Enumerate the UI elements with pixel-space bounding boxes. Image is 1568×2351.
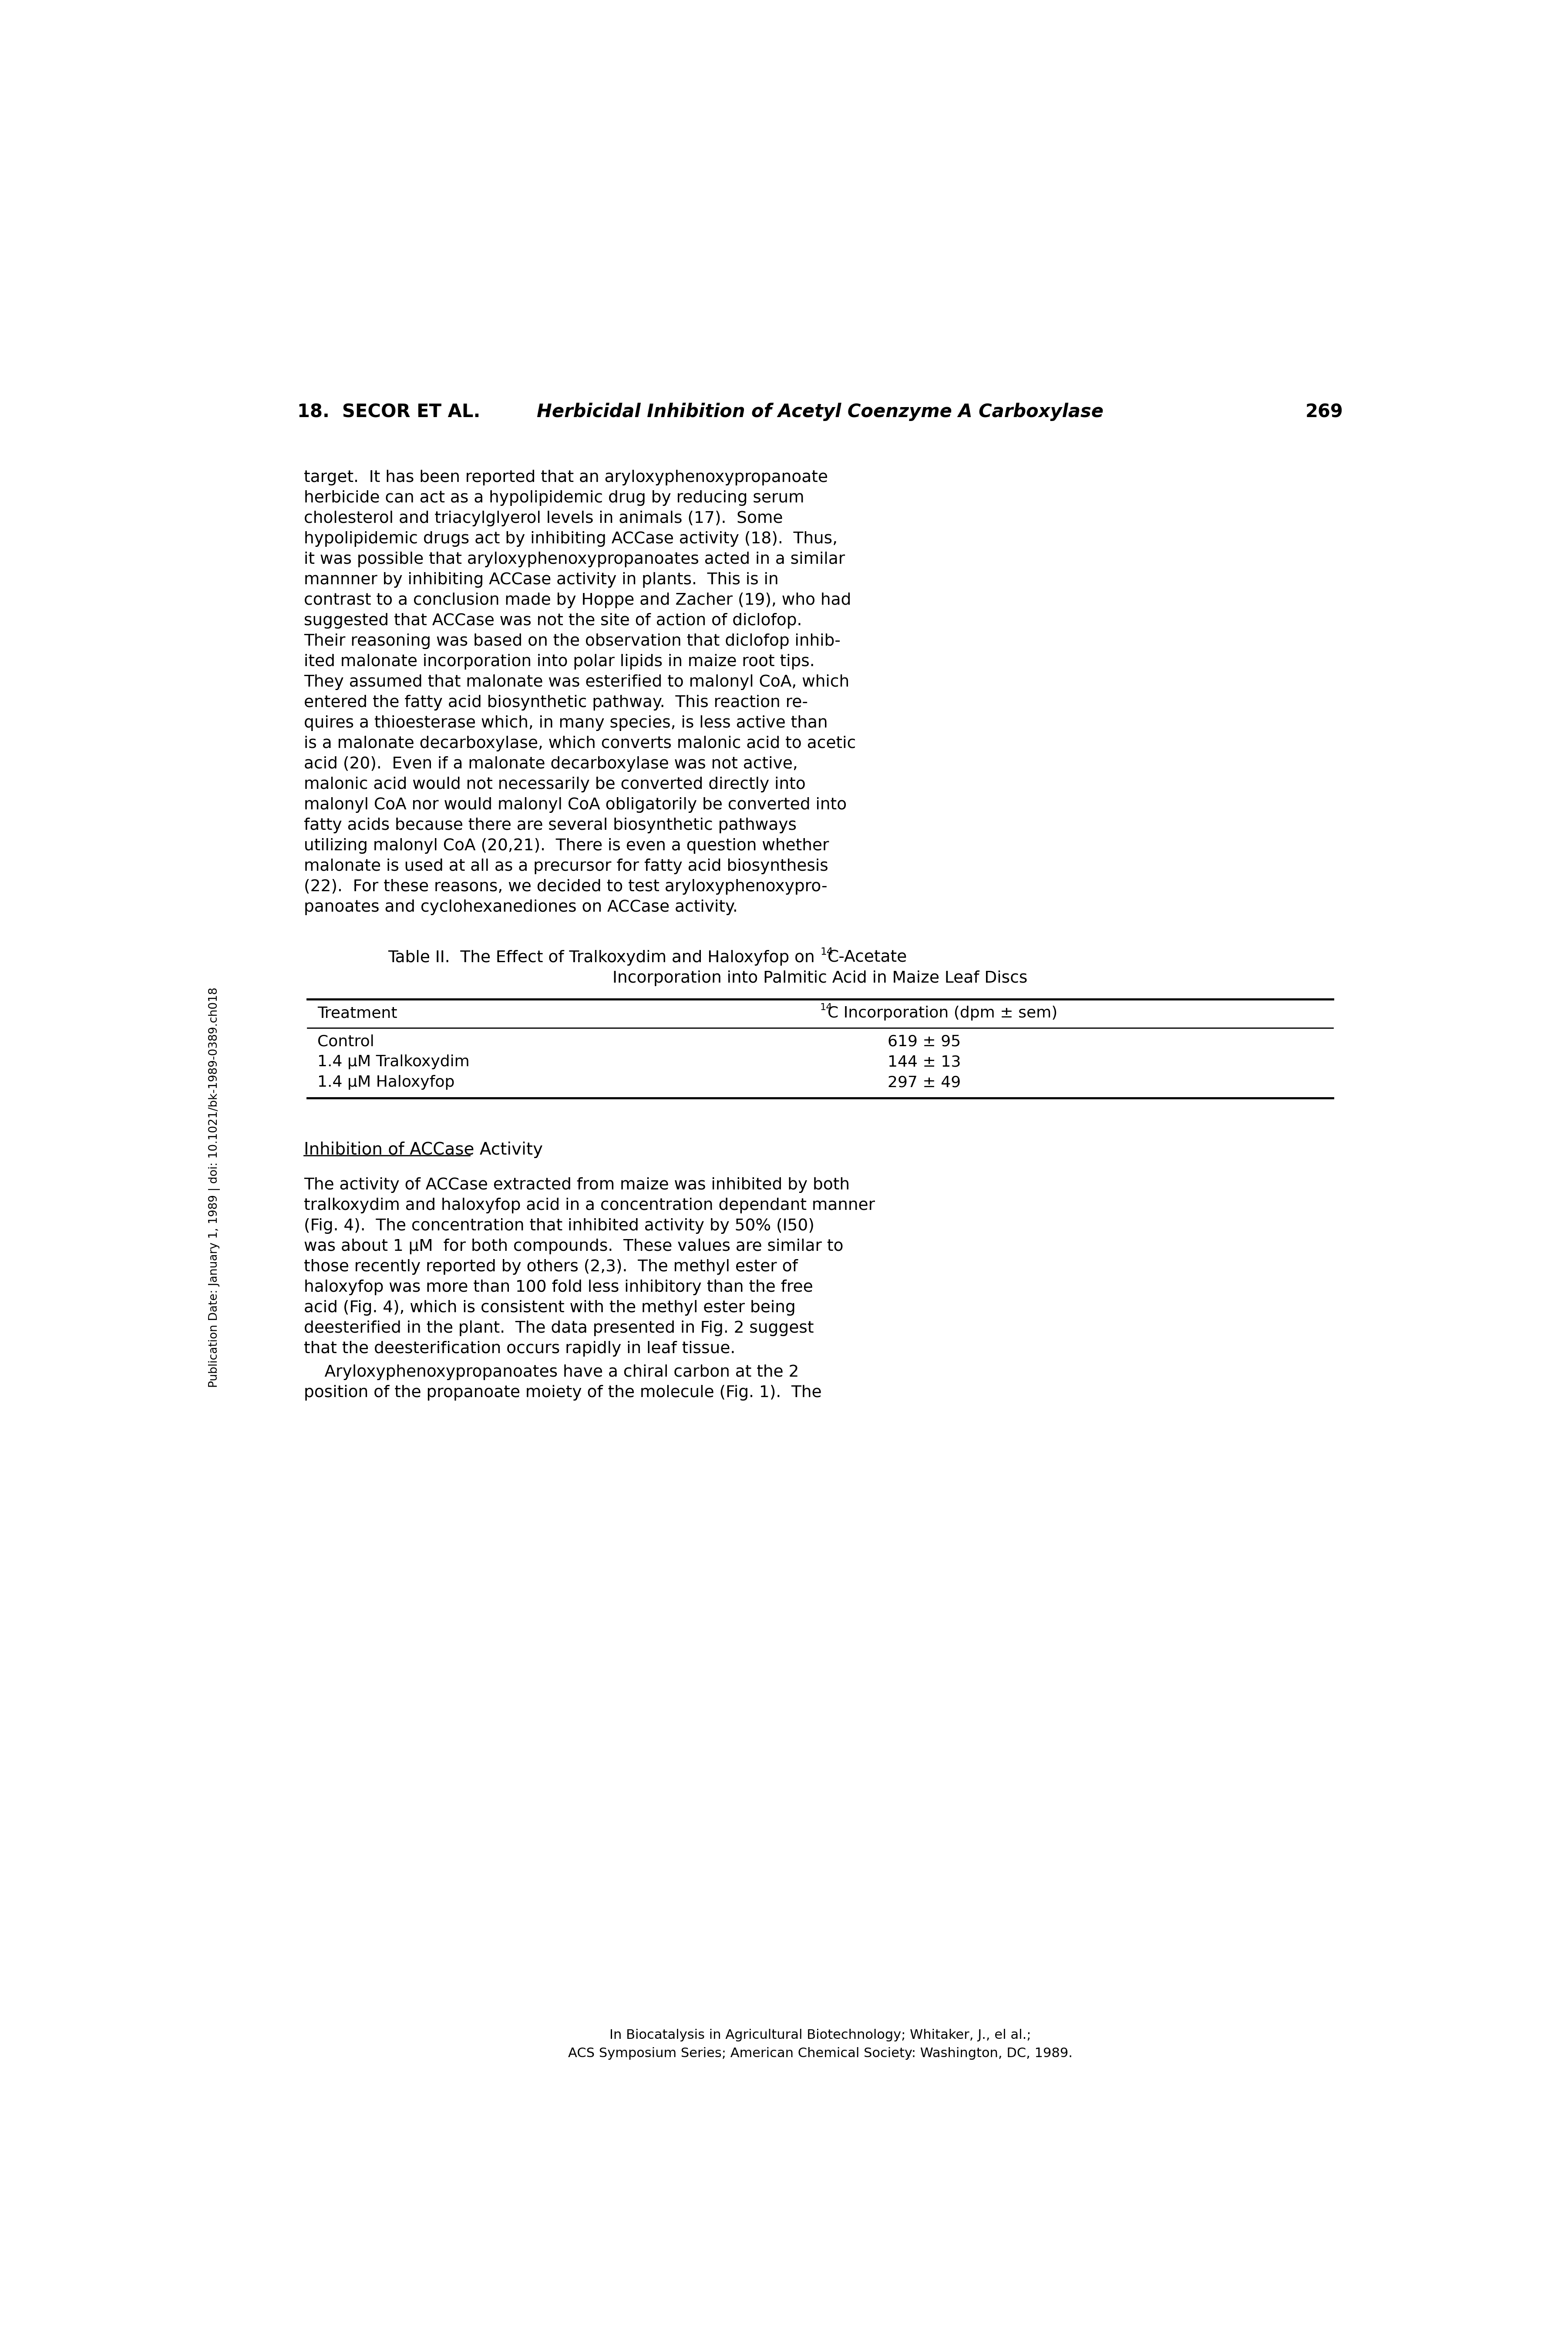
Text: acid (Fig. 4), which is consistent with the methyl ester being: acid (Fig. 4), which is consistent with … <box>304 1300 795 1317</box>
Text: Inhibition of ACCase Activity: Inhibition of ACCase Activity <box>304 1143 543 1159</box>
Text: 269: 269 <box>1305 402 1344 421</box>
Text: 297 ± 49: 297 ± 49 <box>887 1074 961 1091</box>
Text: panoates and cyclohexanediones on ACCase activity.: panoates and cyclohexanediones on ACCase… <box>304 900 739 915</box>
Text: deesterified in the plant.  The data presented in Fig. 2 suggest: deesterified in the plant. The data pres… <box>304 1321 814 1335</box>
Text: malonic acid would not necessarily be converted directly into: malonic acid would not necessarily be co… <box>304 776 806 792</box>
Text: C-Acetate: C-Acetate <box>828 950 908 966</box>
Text: ited malonate incorporation into polar lipids in maize root tips.: ited malonate incorporation into polar l… <box>304 654 815 670</box>
Text: 619 ± 95: 619 ± 95 <box>887 1034 961 1049</box>
Text: malonyl CoA nor would malonyl CoA obligatorily be converted into: malonyl CoA nor would malonyl CoA obliga… <box>304 797 847 813</box>
Text: utilizing malonyl CoA (20,21).  There is even a question whether: utilizing malonyl CoA (20,21). There is … <box>304 837 829 853</box>
Text: ACS Symposium Series; American Chemical Society: Washington, DC, 1989.: ACS Symposium Series; American Chemical … <box>568 2048 1073 2059</box>
Text: 1.4 μM Tralkoxydim: 1.4 μM Tralkoxydim <box>317 1056 470 1070</box>
Text: herbicide can act as a hypolipidemic drug by reducing serum: herbicide can act as a hypolipidemic dru… <box>304 491 804 505</box>
Text: was about 1 μM  for both compounds.  These values are similar to: was about 1 μM for both compounds. These… <box>304 1239 844 1253</box>
Text: cholesterol and triacylglyerol levels in animals (17).  Some: cholesterol and triacylglyerol levels in… <box>304 510 782 527</box>
Text: contrast to a conclusion made by Hoppe and Zacher (19), who had: contrast to a conclusion made by Hoppe a… <box>304 592 851 609</box>
Text: Publication Date: January 1, 1989 | doi: 10.1021/bk-1989-0389.ch018: Publication Date: January 1, 1989 | doi:… <box>209 987 221 1387</box>
Text: Aryloxyphenoxypropanoates have a chiral carbon at the 2: Aryloxyphenoxypropanoates have a chiral … <box>304 1364 800 1380</box>
Text: 1.4 μM Haloxyfop: 1.4 μM Haloxyfop <box>317 1074 455 1091</box>
Text: it was possible that aryloxyphenoxypropanoates acted in a similar: it was possible that aryloxyphenoxypropa… <box>304 552 845 567</box>
Text: that the deesterification occurs rapidly in leaf tissue.: that the deesterification occurs rapidly… <box>304 1340 735 1357</box>
Text: tralkoxydim and haloxyfop acid in a concentration dependant manner: tralkoxydim and haloxyfop acid in a conc… <box>304 1197 875 1213</box>
Text: Herbicidal Inhibition of Acetyl Coenzyme A Carboxylase: Herbicidal Inhibition of Acetyl Coenzyme… <box>536 402 1104 421</box>
Text: Their reasoning was based on the observation that diclofop inhib-: Their reasoning was based on the observa… <box>304 632 840 649</box>
Text: C Incorporation (dpm ± sem): C Incorporation (dpm ± sem) <box>828 1006 1057 1020</box>
Text: haloxyfop was more than 100 fold less inhibitory than the free: haloxyfop was more than 100 fold less in… <box>304 1279 814 1295</box>
Text: 14: 14 <box>820 1004 833 1011</box>
Text: quires a thioesterase which, in many species, is less active than: quires a thioesterase which, in many spe… <box>304 715 828 731</box>
Text: (22).  For these reasons, we decided to test aryloxyphenoxypro-: (22). For these reasons, we decided to t… <box>304 879 828 893</box>
Text: hypolipidemic drugs act by inhibiting ACCase activity (18).  Thus,: hypolipidemic drugs act by inhibiting AC… <box>304 531 837 548</box>
Text: target.  It has been reported that an aryloxyphenoxypropanoate: target. It has been reported that an ary… <box>304 470 828 487</box>
Text: Control: Control <box>317 1034 375 1049</box>
Text: 18.  SECOR ET AL.: 18. SECOR ET AL. <box>298 402 480 421</box>
Text: Incorporation into Palmitic Acid in Maize Leaf Discs: Incorporation into Palmitic Acid in Maiz… <box>613 971 1027 985</box>
Text: those recently reported by others (2,3).  The methyl ester of: those recently reported by others (2,3).… <box>304 1260 798 1274</box>
Text: Table II.  The Effect of Tralkoxydim and Haloxyfop on: Table II. The Effect of Tralkoxydim and … <box>389 950 820 966</box>
Text: position of the propanoate moiety of the molecule (Fig. 1).  The: position of the propanoate moiety of the… <box>304 1385 822 1401</box>
Text: 14: 14 <box>820 947 833 957</box>
Text: Treatment: Treatment <box>317 1006 397 1020</box>
Text: entered the fatty acid biosynthetic pathway.  This reaction re-: entered the fatty acid biosynthetic path… <box>304 696 808 710</box>
Text: is a malonate decarboxylase, which converts malonic acid to acetic: is a malonate decarboxylase, which conve… <box>304 736 856 752</box>
Text: In Biocatalysis in Agricultural Biotechnology; Whitaker, J., el al.;: In Biocatalysis in Agricultural Biotechn… <box>610 2029 1030 2041</box>
Text: fatty acids because there are several biosynthetic pathways: fatty acids because there are several bi… <box>304 818 797 832</box>
Text: 144 ± 13: 144 ± 13 <box>887 1056 961 1070</box>
Text: acid (20).  Even if a malonate decarboxylase was not active,: acid (20). Even if a malonate decarboxyl… <box>304 757 798 771</box>
Text: (Fig. 4).  The concentration that inhibited activity by 50% (I50): (Fig. 4). The concentration that inhibit… <box>304 1218 814 1234</box>
Text: malonate is used at all as a precursor for fatty acid biosynthesis: malonate is used at all as a precursor f… <box>304 858 828 875</box>
Text: suggested that ACCase was not the site of action of diclofop.: suggested that ACCase was not the site o… <box>304 614 803 628</box>
Text: mannner by inhibiting ACCase activity in plants.  This is in: mannner by inhibiting ACCase activity in… <box>304 571 779 588</box>
Text: They assumed that malonate was esterified to malonyl CoA, which: They assumed that malonate was esterifie… <box>304 675 850 691</box>
Text: The activity of ACCase extracted from maize was inhibited by both: The activity of ACCase extracted from ma… <box>304 1178 850 1192</box>
